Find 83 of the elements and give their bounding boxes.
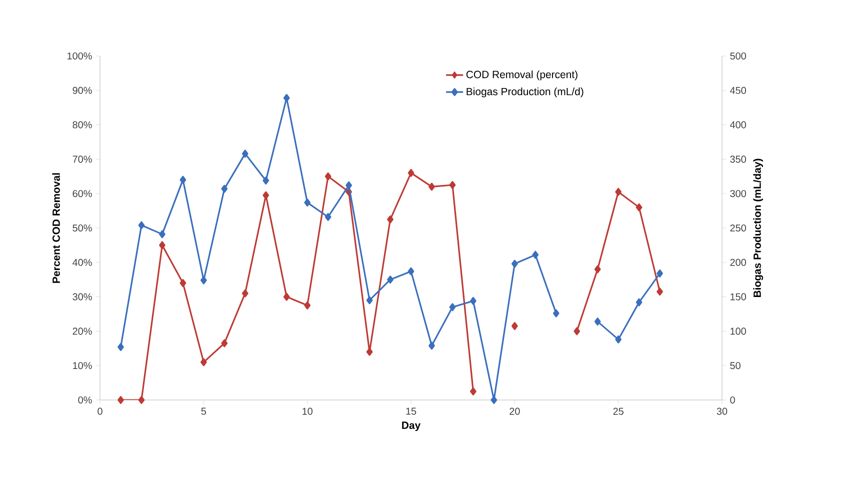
point	[366, 296, 373, 304]
point	[408, 168, 414, 177]
point	[262, 191, 270, 200]
point	[242, 150, 248, 158]
point	[636, 298, 642, 306]
point	[242, 289, 248, 298]
point	[118, 396, 124, 404]
point	[428, 342, 435, 350]
point	[511, 322, 518, 330]
y-tick-label: 70%	[72, 156, 92, 163]
point	[159, 241, 166, 250]
point	[262, 176, 270, 185]
point	[283, 94, 290, 102]
point	[180, 176, 186, 184]
point	[346, 181, 352, 190]
point	[138, 221, 145, 230]
point	[656, 288, 663, 296]
y-tick-label: 100%	[68, 52, 92, 60]
point	[118, 343, 124, 352]
x-tick-label: 0	[98, 408, 102, 415]
point	[221, 184, 228, 193]
y2-tick-label: 500	[730, 52, 746, 60]
point	[574, 327, 580, 336]
y-tick-label: 20%	[72, 328, 92, 335]
y2-tick-label: 450	[730, 86, 746, 94]
point	[408, 267, 414, 276]
y2-axis-title: Biogas Production (mL/day)	[753, 158, 764, 298]
point	[470, 296, 476, 305]
point	[159, 230, 166, 238]
point	[615, 335, 622, 344]
point	[552, 309, 560, 318]
point	[532, 250, 539, 259]
point	[470, 387, 476, 396]
y2-tick-label: 400	[730, 121, 746, 128]
y-tick-label: 30%	[72, 293, 92, 300]
y2-tick-label: 350	[730, 156, 746, 163]
legend-label: COD Removal (percent)	[466, 70, 578, 80]
y-tick-label: 0%	[78, 396, 92, 404]
y-tick-label: 40%	[72, 258, 92, 266]
point	[324, 172, 332, 180]
x-tick-label: 20	[510, 408, 520, 415]
y-tick-label: 10%	[73, 362, 92, 370]
y2-tick-label: 250	[730, 224, 746, 232]
point	[636, 203, 642, 212]
x-tick-label: 15	[406, 408, 416, 415]
point	[490, 396, 498, 404]
y2-tick-label: 150	[730, 293, 746, 300]
x-tick-label: 30	[716, 408, 728, 415]
point	[200, 276, 207, 284]
point	[366, 348, 373, 356]
x-axis-title: Day	[402, 422, 421, 432]
y2-tick-label: 100	[730, 328, 746, 335]
y-tick-label: 90%	[72, 86, 92, 94]
y-tick-label: 60%	[72, 190, 92, 198]
point	[387, 215, 394, 224]
y2-tick-label: 0	[730, 396, 735, 404]
point	[221, 339, 228, 348]
point	[283, 292, 290, 301]
point	[180, 279, 186, 288]
point	[324, 213, 332, 221]
y-tick-label: 80%	[72, 121, 92, 128]
point	[387, 276, 394, 284]
point	[594, 265, 601, 274]
y-axis-title: Percent COD Removal	[52, 173, 60, 283]
y2-tick-label: 50	[730, 362, 740, 370]
point	[304, 198, 311, 207]
point	[615, 188, 622, 196]
point	[449, 181, 456, 189]
x-tick-label: 10	[302, 408, 312, 415]
x-tick-label: 5	[201, 408, 206, 415]
point	[594, 318, 601, 326]
y2-tick-label: 300	[730, 190, 746, 198]
point	[428, 182, 435, 191]
point	[138, 396, 145, 404]
point	[656, 269, 663, 278]
y2-tick-label: 200	[730, 258, 746, 266]
point	[304, 301, 311, 310]
point	[511, 260, 518, 268]
legend-label: Biogas Production (mL/d)	[466, 88, 584, 98]
point	[449, 303, 456, 312]
y-tick-label: 50%	[72, 224, 92, 232]
x-tick-label: 25	[613, 408, 624, 415]
point	[200, 358, 207, 366]
